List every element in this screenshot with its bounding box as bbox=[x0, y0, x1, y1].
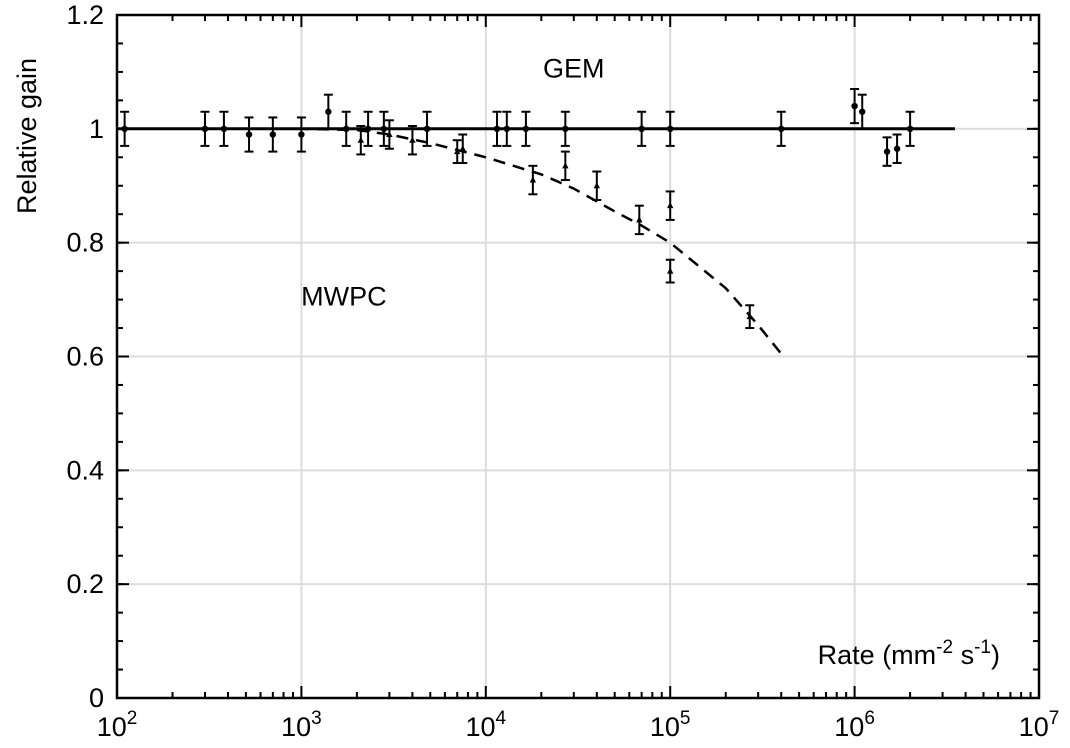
triangle-marker bbox=[562, 162, 569, 169]
gem-data-point bbox=[521, 110, 531, 147]
gem-data-point bbox=[882, 136, 892, 167]
triangle-marker bbox=[357, 136, 365, 143]
mwpc-data-point bbox=[560, 150, 570, 182]
mwpc-data-point bbox=[634, 204, 644, 236]
mwpc-fit-curve bbox=[117, 127, 783, 355]
circle-marker bbox=[493, 125, 501, 133]
gem-data-point bbox=[502, 110, 512, 147]
circle-marker bbox=[893, 145, 901, 152]
circle-marker bbox=[859, 108, 866, 115]
circle-marker bbox=[380, 125, 388, 133]
y-tick-label: 0 bbox=[89, 683, 104, 713]
mwpc-data-point bbox=[665, 190, 675, 221]
mwpc-data-point bbox=[592, 170, 602, 201]
circle-marker bbox=[364, 125, 372, 133]
gem-data-point bbox=[363, 110, 373, 147]
gem-data-point bbox=[244, 116, 254, 153]
triangle-marker bbox=[667, 202, 674, 209]
y-tick-label: 1 bbox=[89, 114, 104, 144]
gem-data-point bbox=[323, 93, 333, 130]
x-tick-label: 103 bbox=[281, 708, 322, 742]
triangle-marker bbox=[529, 176, 537, 183]
x-axis-title: Rate (mm-2 s-1) bbox=[818, 637, 1000, 670]
mwpc-data-point bbox=[384, 119, 394, 150]
annotation-gem: GEM bbox=[543, 54, 605, 84]
circle-marker bbox=[851, 102, 858, 110]
gem-data-point bbox=[268, 116, 278, 153]
gem-data-point bbox=[892, 133, 902, 164]
gem-data-point bbox=[219, 110, 229, 147]
gem-data-point bbox=[422, 110, 432, 147]
annotation-mwpc: MWPC bbox=[301, 281, 386, 311]
triangle-marker bbox=[454, 148, 461, 155]
gem-data-point bbox=[637, 110, 647, 147]
data-points bbox=[120, 87, 915, 330]
gem-data-point bbox=[296, 116, 306, 153]
y-tick-label: 0.4 bbox=[66, 455, 104, 485]
mwpc-data-point bbox=[665, 258, 675, 284]
circle-marker bbox=[245, 131, 253, 138]
y-tick-label: 0.8 bbox=[66, 228, 104, 258]
circle-marker bbox=[201, 125, 209, 133]
gem-data-point bbox=[379, 110, 389, 147]
circle-marker bbox=[638, 125, 645, 133]
circle-marker bbox=[906, 125, 914, 133]
y-axis-title: Relative gain bbox=[12, 58, 42, 214]
gem-data-point bbox=[850, 87, 860, 125]
x-tick-label: 107 bbox=[1019, 708, 1060, 742]
x-tick-label: 105 bbox=[650, 708, 691, 742]
gem-data-point bbox=[905, 110, 915, 147]
triangle-marker bbox=[459, 145, 466, 152]
circle-marker bbox=[269, 131, 277, 138]
mwpc-data-point bbox=[407, 124, 417, 156]
circle-marker bbox=[298, 131, 305, 138]
circle-marker bbox=[325, 108, 332, 115]
circle-marker bbox=[778, 125, 785, 133]
triangle-marker bbox=[636, 216, 643, 223]
triangle-marker bbox=[409, 136, 416, 143]
circle-marker bbox=[220, 125, 228, 133]
grid bbox=[117, 15, 1039, 698]
mwpc-data-point bbox=[458, 133, 468, 164]
fit-curves bbox=[117, 127, 955, 355]
gem-data-point bbox=[492, 110, 502, 147]
gem-data-point bbox=[665, 110, 675, 147]
mwpc-data-point bbox=[528, 164, 538, 196]
x-tick-label: 106 bbox=[834, 708, 875, 742]
x-tick-label: 102 bbox=[97, 708, 138, 742]
circle-marker bbox=[343, 125, 350, 133]
gem-data-point bbox=[200, 110, 210, 147]
gem-data-point bbox=[776, 110, 786, 147]
gem-data-point bbox=[560, 110, 570, 147]
circle-marker bbox=[503, 125, 511, 133]
triangle-marker bbox=[667, 267, 674, 274]
circle-marker bbox=[423, 125, 431, 133]
x-tick-label: 104 bbox=[465, 708, 506, 742]
y-tick-label: 0.2 bbox=[66, 569, 104, 599]
triangle-marker bbox=[593, 182, 601, 189]
y-tick-label: 1.2 bbox=[66, 0, 104, 30]
circle-marker bbox=[667, 125, 674, 133]
circle-marker bbox=[883, 148, 891, 155]
gem-data-point bbox=[341, 110, 351, 147]
mwpc-data-point bbox=[745, 304, 755, 330]
y-tick-label: 0.6 bbox=[66, 342, 104, 372]
axis-ticks: 0 0.2 0.4 0.6 0.8 1 1.2 102 103 104 105 106 107 bbox=[66, 0, 1059, 742]
circle-marker bbox=[562, 125, 569, 133]
triangle-marker bbox=[386, 131, 393, 138]
circle-marker bbox=[522, 125, 530, 133]
mwpc-data-point bbox=[356, 124, 366, 156]
triangle-marker bbox=[746, 313, 753, 320]
gem-data-point bbox=[857, 93, 867, 130]
